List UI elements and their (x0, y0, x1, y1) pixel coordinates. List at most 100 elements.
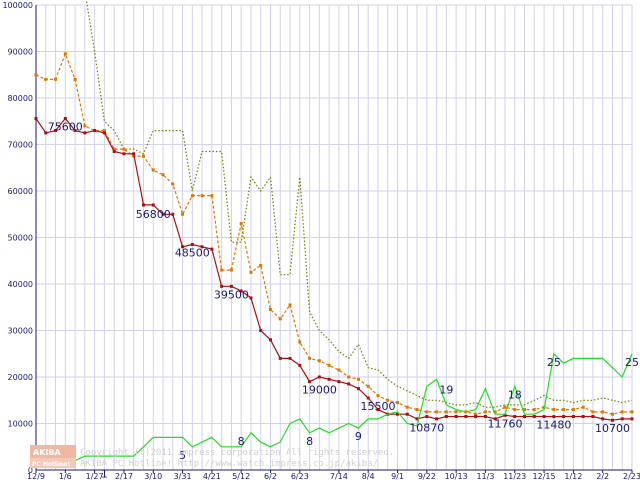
series-point-1 (230, 269, 233, 272)
series-point-1 (54, 78, 57, 81)
series-point-2 (621, 417, 624, 420)
series-point-2 (425, 415, 428, 418)
series-point-1 (181, 213, 184, 216)
series-point-2 (210, 248, 213, 251)
y-tick-label: 90000 (8, 48, 33, 57)
series-point-2 (523, 415, 526, 418)
x-tick-label: 11/23 (503, 472, 526, 480)
series-point-2 (132, 152, 135, 155)
y-tick-label: 10000 (8, 420, 33, 429)
y-tick-label: 100000 (2, 1, 33, 10)
data-label: 75600 (48, 120, 83, 133)
y-tick-label: 40000 (8, 280, 33, 289)
x-tick-label: 9/1 (391, 472, 404, 480)
series-point-2 (171, 213, 174, 216)
x-tick-label: 9/22 (418, 472, 436, 480)
data-label: 19000 (302, 384, 337, 397)
series-point-1 (210, 194, 213, 197)
series-point-2 (337, 380, 340, 383)
series-point-1 (484, 410, 487, 413)
series-point-1 (142, 155, 145, 158)
series-point-1 (35, 73, 38, 76)
series-point-1 (308, 357, 311, 360)
series-point-1 (582, 406, 585, 409)
watermark-url: AKIBA PC Hotline! http://www.watch.impre… (80, 459, 378, 469)
series-point-2 (464, 415, 467, 418)
series-point-2 (591, 415, 594, 418)
series-point-1 (621, 410, 624, 413)
series-point-2 (562, 415, 565, 418)
data-label: 25 (547, 356, 561, 369)
x-tick-label: 2/17 (115, 472, 133, 480)
x-tick-label: 1/12 (564, 472, 582, 480)
series-point-2 (455, 415, 458, 418)
series-point-2 (533, 415, 536, 418)
series-point-2 (318, 376, 321, 379)
y-tick-label: 30000 (8, 327, 33, 336)
x-tick-label: 12/9 (27, 472, 45, 480)
x-tick-label: 1/6 (59, 472, 72, 480)
data-label: 25 (625, 356, 639, 369)
y-tick-label: 50000 (8, 234, 33, 243)
series-point-1 (376, 394, 379, 397)
series-point-1 (279, 317, 282, 320)
series-point-1 (631, 410, 634, 413)
series-point-1 (269, 308, 272, 311)
watermark: AKIBA PC Hotline! Copyright (c)2011 impr… (30, 445, 394, 469)
series-point-2 (572, 415, 575, 418)
series-point-1 (533, 408, 536, 411)
series-point-1 (406, 406, 409, 409)
data-label: 18 (508, 388, 522, 401)
series-point-1 (74, 78, 77, 81)
series-point-1 (435, 410, 438, 413)
data-label: 48500 (175, 246, 210, 259)
data-label: 15500 (360, 400, 395, 413)
series-point-2 (435, 417, 438, 420)
series-point-1 (347, 376, 350, 379)
series-point-1 (220, 269, 223, 272)
series-point-2 (328, 378, 331, 381)
series-point-1 (201, 194, 204, 197)
x-tick-labels: 12/9 1/6 1/27 2/17 3/10 3/31 4/21 5/12 6/2 6/23 7/… (27, 472, 640, 480)
series-point-1 (503, 406, 506, 409)
x-tick-label: 2/23 (623, 472, 640, 480)
data-label: 11760 (487, 417, 522, 430)
series-point-2 (601, 417, 604, 420)
x-tick-label: 3/10 (144, 472, 162, 480)
data-label: 39500 (214, 288, 249, 301)
series-point-1 (611, 413, 614, 416)
data-label: 8 (238, 435, 245, 448)
series-point-1 (122, 148, 125, 151)
series-point-1 (601, 410, 604, 413)
data-label: 1 (101, 467, 108, 480)
x-tick-label: 4/21 (203, 472, 221, 480)
series-point-1 (562, 408, 565, 411)
y-tick-label: 20000 (8, 373, 33, 382)
y-tick-label: 70000 (8, 141, 33, 150)
series-point-2 (35, 117, 38, 120)
series-point-1 (240, 222, 243, 225)
x-tick-label: 12/15 (533, 472, 556, 480)
series-point-2 (406, 413, 409, 416)
series-point-2 (259, 329, 262, 332)
series-point-1 (513, 408, 516, 411)
watermark-logo: AKIBA (33, 448, 61, 457)
series-point-1 (83, 124, 86, 127)
series-point-2 (543, 415, 546, 418)
series-point-1 (162, 173, 165, 176)
series-point-2 (83, 131, 86, 134)
watermark-copyright: Copyright (c)2011 impress corporation Al… (80, 448, 394, 458)
series-point-1 (152, 169, 155, 172)
x-tick-label: 2/2 (596, 472, 609, 480)
series-point-1 (445, 410, 448, 413)
x-tick-label: 10/13 (445, 472, 468, 480)
watermark-logo-sub: PC Hotline! (32, 461, 70, 468)
series-point-2 (122, 152, 125, 155)
series-point-2 (298, 364, 301, 367)
series-point-1 (552, 408, 555, 411)
x-tick-label: 6/23 (291, 472, 309, 480)
series-point-1 (357, 378, 360, 381)
series-point-1 (191, 194, 194, 197)
series-point-1 (171, 183, 174, 186)
